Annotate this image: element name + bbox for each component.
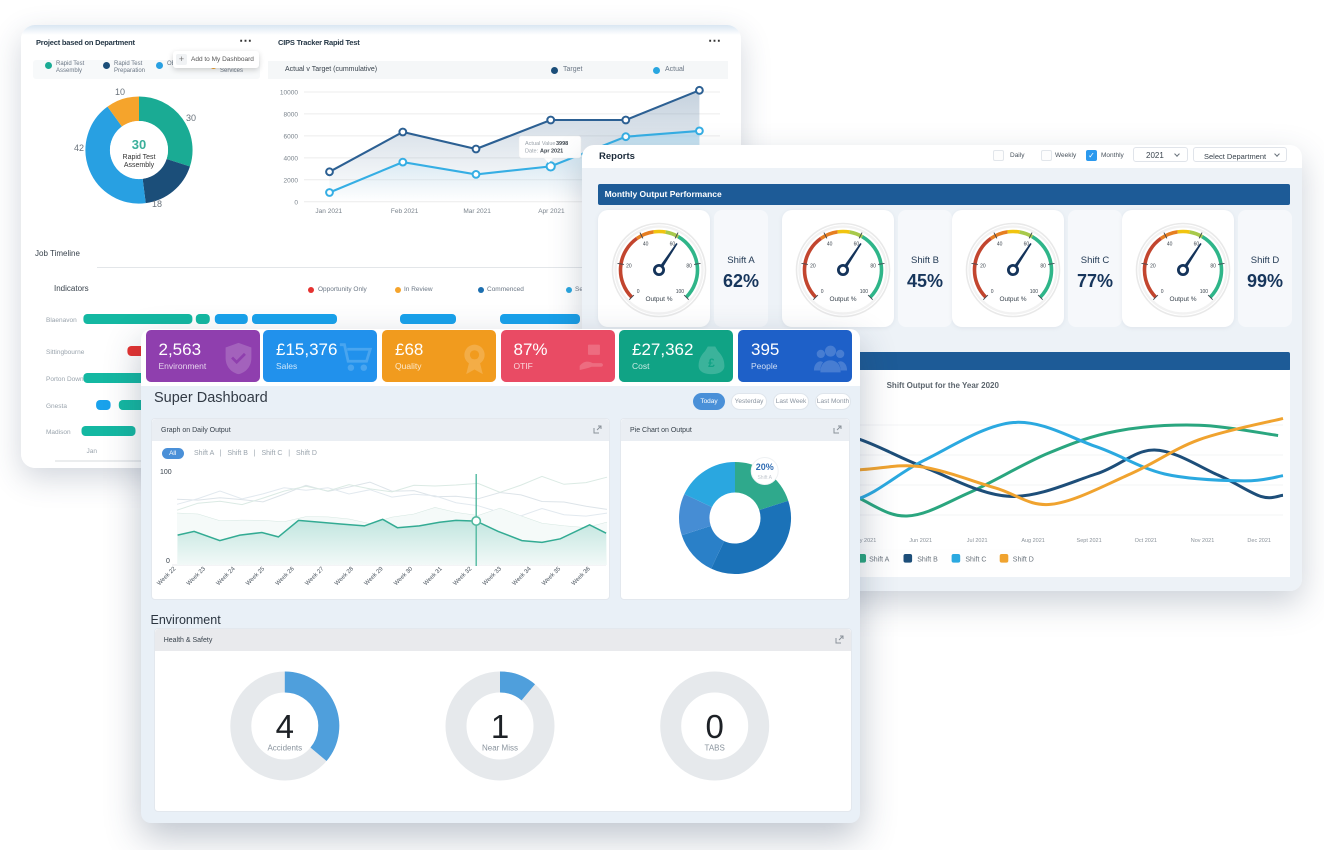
svg-text:Sittingbourne: Sittingbourne <box>46 349 85 356</box>
svg-text:6000: 6000 <box>284 133 299 140</box>
svg-text:4000: 4000 <box>284 155 299 162</box>
svg-text:£: £ <box>708 356 715 370</box>
svg-text:Date:: Date: <box>525 149 539 155</box>
svg-text:Week 31: Week 31 <box>423 566 444 587</box>
svg-text:Week 36: Week 36 <box>571 566 592 587</box>
svg-text:Week 24: Week 24 <box>216 566 237 587</box>
svg-text:Week 28: Week 28 <box>334 566 355 587</box>
svg-text:Jan: Jan <box>87 448 98 455</box>
svg-text:0: 0 <box>705 708 723 745</box>
svg-text:Dec 2021: Dec 2021 <box>1247 538 1271 544</box>
svg-text:Jul 2021: Jul 2021 <box>966 538 987 544</box>
svg-text:Week 26: Week 26 <box>275 566 296 587</box>
svg-text:Madison: Madison <box>46 429 71 436</box>
svg-text:Actual Value: Actual Value <box>525 141 555 147</box>
svg-text:Shift C: Shift C <box>965 557 986 564</box>
svg-text:2000: 2000 <box>284 177 299 184</box>
svg-text:Shift B: Shift B <box>917 557 938 564</box>
svg-text:0: 0 <box>294 199 298 206</box>
svg-text:8000: 8000 <box>284 111 299 118</box>
svg-text:Porton Down: Porton Down <box>46 376 84 383</box>
svg-text:Mar 2021: Mar 2021 <box>463 208 491 215</box>
svg-text:Week 29: Week 29 <box>364 566 385 587</box>
svg-text:Week 23: Week 23 <box>186 566 207 587</box>
svg-text:Aug 2021: Aug 2021 <box>1021 538 1045 544</box>
svg-text:4: 4 <box>275 708 293 745</box>
svg-text:Rapid Test: Rapid Test <box>123 154 156 161</box>
svg-text:Sept 2021: Sept 2021 <box>1076 538 1101 544</box>
svg-text:Week 25: Week 25 <box>245 566 266 587</box>
svg-text:20%: 20% <box>756 462 774 472</box>
svg-text:Near Miss: Near Miss <box>482 744 518 753</box>
svg-text:Week 35: Week 35 <box>541 566 562 587</box>
svg-text:Week 27: Week 27 <box>304 566 325 587</box>
svg-text:Accidents: Accidents <box>267 744 302 753</box>
svg-text:10000: 10000 <box>280 90 298 97</box>
svg-text:Week 34: Week 34 <box>512 566 533 587</box>
svg-text:Week 22: Week 22 <box>156 566 177 587</box>
svg-text:Shift A: Shift A <box>869 557 890 564</box>
svg-text:Week 32: Week 32 <box>452 566 473 587</box>
svg-text:Blaenavon: Blaenavon <box>46 317 77 324</box>
svg-text:30: 30 <box>132 137 146 152</box>
svg-text:Apr 2021: Apr 2021 <box>540 149 563 155</box>
svg-text:May 2021: May 2021 <box>852 538 876 544</box>
svg-text:Week 30: Week 30 <box>393 566 414 587</box>
svg-text:Apr 2021: Apr 2021 <box>538 208 565 215</box>
svg-text:Assembly: Assembly <box>124 162 155 169</box>
svg-text:Week 33: Week 33 <box>482 566 503 587</box>
svg-text:Shift D: Shift D <box>1012 557 1033 564</box>
svg-text:Gnesta: Gnesta <box>46 403 67 410</box>
svg-text:3998: 3998 <box>556 141 568 147</box>
svg-text:Feb 2021: Feb 2021 <box>391 208 419 215</box>
svg-text:Jun 2021: Jun 2021 <box>909 538 932 544</box>
svg-text:1: 1 <box>491 708 509 745</box>
svg-text:Jan 2021: Jan 2021 <box>315 208 342 215</box>
svg-text:Nov 2021: Nov 2021 <box>1190 538 1214 544</box>
svg-text:Shift A: Shift A <box>757 475 772 481</box>
svg-text:TABS: TABS <box>704 744 724 753</box>
svg-text:Oct 2021: Oct 2021 <box>1134 538 1156 544</box>
